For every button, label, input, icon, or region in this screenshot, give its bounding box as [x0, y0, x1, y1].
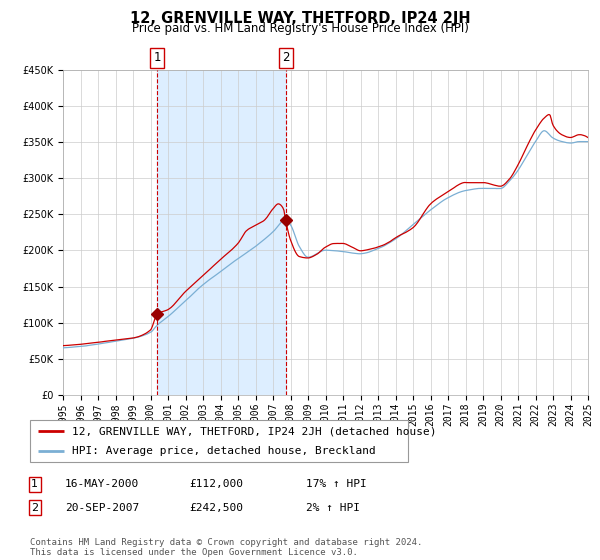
Text: 1: 1 — [31, 479, 38, 489]
Text: 16-MAY-2000: 16-MAY-2000 — [65, 479, 139, 489]
Text: Contains HM Land Registry data © Crown copyright and database right 2024.
This d: Contains HM Land Registry data © Crown c… — [30, 538, 422, 557]
Text: 12, GRENVILLE WAY, THETFORD, IP24 2JH: 12, GRENVILLE WAY, THETFORD, IP24 2JH — [130, 11, 470, 26]
FancyBboxPatch shape — [30, 420, 408, 462]
Text: £112,000: £112,000 — [189, 479, 243, 489]
Text: 12, GRENVILLE WAY, THETFORD, IP24 2JH (detached house): 12, GRENVILLE WAY, THETFORD, IP24 2JH (d… — [71, 426, 436, 436]
Text: 2: 2 — [282, 52, 289, 64]
Text: 17% ↑ HPI: 17% ↑ HPI — [306, 479, 367, 489]
Text: 1: 1 — [154, 52, 161, 64]
Text: 2% ↑ HPI: 2% ↑ HPI — [306, 503, 360, 513]
Text: 20-SEP-2007: 20-SEP-2007 — [65, 503, 139, 513]
Text: HPI: Average price, detached house, Breckland: HPI: Average price, detached house, Brec… — [71, 446, 376, 456]
Text: £242,500: £242,500 — [189, 503, 243, 513]
Text: Price paid vs. HM Land Registry's House Price Index (HPI): Price paid vs. HM Land Registry's House … — [131, 22, 469, 35]
Bar — [157, 70, 286, 395]
Text: 2: 2 — [31, 503, 38, 513]
